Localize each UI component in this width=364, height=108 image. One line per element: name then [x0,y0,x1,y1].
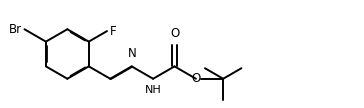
Text: O: O [192,72,201,85]
Text: Br: Br [8,23,21,36]
Text: O: O [170,27,179,40]
Text: F: F [110,25,116,38]
Text: NH: NH [145,85,162,95]
Text: N: N [128,47,136,60]
